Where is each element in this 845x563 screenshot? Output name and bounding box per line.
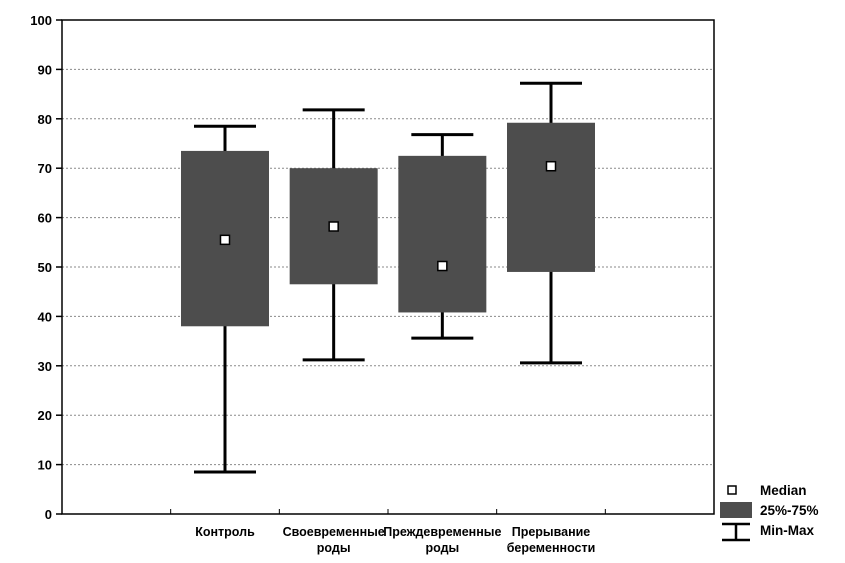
y-tick-label: 90 — [38, 62, 52, 77]
x-category-label: Преждевременные — [383, 525, 501, 539]
legend: Median 25%-75% Min-Max — [720, 483, 819, 542]
x-category-label: беременности — [507, 541, 596, 555]
y-tick-label: 70 — [38, 161, 52, 176]
y-tick-label: 0 — [45, 507, 52, 522]
x-category-label: роды — [317, 541, 351, 555]
median-marker — [219, 234, 231, 246]
x-category-label: Прерывание — [512, 525, 591, 539]
y-tick-label: 50 — [38, 260, 52, 275]
legend-median-marker — [727, 485, 737, 495]
box-group — [507, 81, 595, 365]
box-group — [398, 133, 487, 340]
x-category-label: роды — [425, 541, 459, 555]
box-group — [181, 124, 269, 474]
y-tick-label: 80 — [38, 112, 52, 127]
y-tick-label: 60 — [38, 211, 52, 226]
median-marker — [328, 221, 339, 232]
iqr-box — [507, 122, 595, 272]
median-marker — [437, 260, 448, 272]
legend-box-swatch — [720, 502, 752, 518]
plot-frame — [61, 19, 715, 515]
gridlines — [62, 68, 714, 466]
y-tick-label: 10 — [38, 458, 52, 473]
legend-median-label: Median — [760, 483, 807, 498]
x-category-label: Своевременные — [283, 525, 385, 539]
y-tick-label: 20 — [38, 408, 52, 423]
x-category-label: Контроль — [195, 525, 255, 539]
y-tick-label: 30 — [38, 359, 52, 374]
legend-whisker-label: Min-Max — [760, 523, 814, 538]
y-tick-label: 40 — [38, 309, 52, 324]
y-tick-label: 100 — [30, 13, 52, 28]
y-axis: 0 10 20 30 40 50 60 70 80 90 100 — [30, 13, 62, 522]
iqr-box — [398, 155, 487, 313]
box-series — [181, 81, 595, 474]
box-group — [289, 108, 378, 362]
median-marker — [545, 160, 557, 172]
legend-whisker-symbol — [722, 522, 750, 542]
legend-box-label: 25%-75% — [760, 503, 819, 518]
x-axis-labels: Контроль Своевременные роды Преждевременные… — [170, 509, 606, 555]
